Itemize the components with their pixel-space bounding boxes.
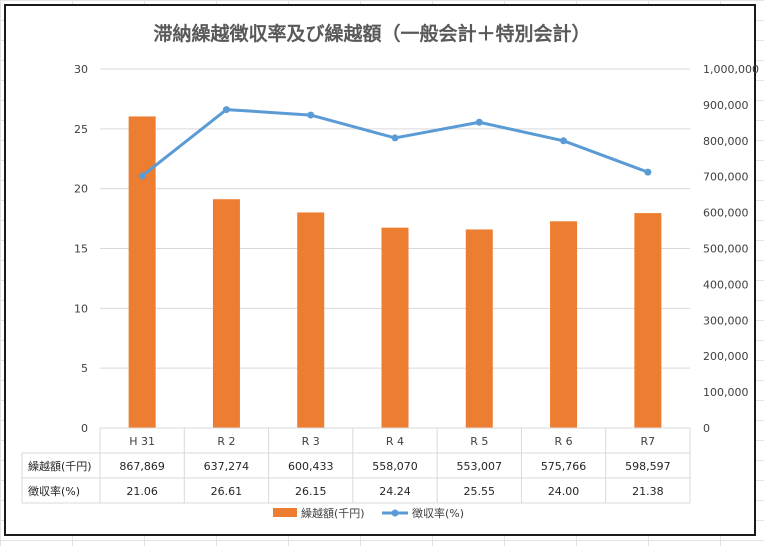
rate-point xyxy=(475,118,483,126)
left-tick-label: 15 xyxy=(74,243,88,256)
right-tick-label: 500,000 xyxy=(703,243,749,256)
bar xyxy=(381,227,409,428)
right-tick-label: 0 xyxy=(703,422,710,435)
bar xyxy=(212,199,240,428)
right-tick-label: 1,000,000 xyxy=(703,63,759,76)
category-label: H 31 xyxy=(129,435,155,448)
right-tick-label: 800,000 xyxy=(703,135,749,148)
legend-swatch-bar xyxy=(273,508,297,517)
table-row-header: 繰越額(千円) xyxy=(28,459,92,473)
rate-value-cell: 24.00 xyxy=(548,485,580,498)
left-tick-label: 20 xyxy=(74,183,88,196)
right-tick-label: 900,000 xyxy=(703,99,749,112)
bar xyxy=(297,212,325,428)
chart-title: 滞納繰越徴収率及び繰越額（一般会計＋特別会計） xyxy=(153,22,590,45)
right-tick-label: 400,000 xyxy=(703,278,749,291)
right-tick-label: 600,000 xyxy=(703,207,749,220)
bar-value-cell: 600,433 xyxy=(288,460,334,473)
bar-value-cell: 637,274 xyxy=(204,460,250,473)
bar-value-cell: 575,766 xyxy=(541,460,587,473)
category-label: R 5 xyxy=(470,435,488,448)
left-tick-label: 25 xyxy=(74,123,88,136)
category-label: R 2 xyxy=(217,435,235,448)
rate-value-cell: 26.15 xyxy=(295,485,327,498)
bar xyxy=(465,229,493,428)
bar xyxy=(634,213,662,428)
bar xyxy=(128,116,156,428)
rate-value-cell: 21.06 xyxy=(126,485,158,498)
left-tick-label: 30 xyxy=(74,63,88,76)
legend-label: 徴収率(%) xyxy=(412,506,464,520)
bar-value-cell: 558,070 xyxy=(372,460,418,473)
rate-point xyxy=(307,111,315,119)
rate-point xyxy=(138,172,146,180)
category-label: R 4 xyxy=(386,435,404,448)
right-tick-label: 300,000 xyxy=(703,314,749,327)
bar-value-cell: 598,597 xyxy=(625,460,671,473)
category-label: R 3 xyxy=(302,435,320,448)
left-tick-label: 5 xyxy=(81,362,88,375)
rate-value-cell: 26.61 xyxy=(211,485,243,498)
rate-point xyxy=(560,137,568,145)
bar-value-cell: 867,869 xyxy=(119,460,165,473)
right-tick-label: 100,000 xyxy=(703,386,749,399)
right-tick-label: 700,000 xyxy=(703,171,749,184)
bar-value-cell: 553,007 xyxy=(457,460,503,473)
rate-line xyxy=(141,108,649,178)
category-label: R7 xyxy=(641,435,656,448)
right-tick-label: 200,000 xyxy=(703,350,749,363)
rate-point xyxy=(222,106,230,114)
rate-value-cell: 21.38 xyxy=(632,485,664,498)
table-row-header: 徴収率(%) xyxy=(28,484,80,498)
rate-point xyxy=(391,134,399,142)
legend-swatch-marker xyxy=(391,509,399,517)
left-tick-label: 0 xyxy=(81,422,88,435)
left-tick-label: 10 xyxy=(74,302,88,315)
rate-value-cell: 24.24 xyxy=(379,485,411,498)
legend-label: 繰越額(千円) xyxy=(301,506,365,520)
bar xyxy=(550,221,578,428)
rate-value-cell: 25.55 xyxy=(464,485,496,498)
category-label: R 6 xyxy=(555,435,573,448)
rate-point xyxy=(644,168,652,176)
